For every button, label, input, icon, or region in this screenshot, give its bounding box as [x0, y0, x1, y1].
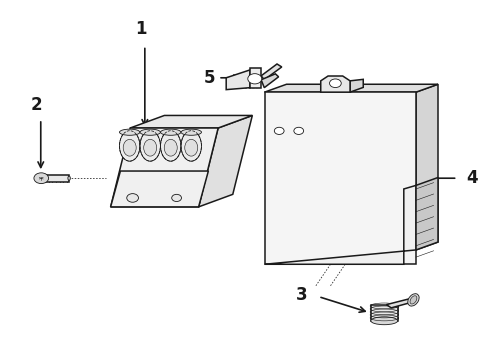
Polygon shape [261, 74, 279, 87]
Polygon shape [416, 177, 438, 250]
Polygon shape [321, 76, 350, 92]
Circle shape [274, 127, 284, 134]
Polygon shape [250, 68, 261, 87]
Ellipse shape [140, 129, 160, 135]
Circle shape [172, 194, 181, 202]
Circle shape [34, 173, 49, 184]
Polygon shape [265, 84, 438, 92]
Text: 1: 1 [135, 21, 147, 39]
Ellipse shape [68, 176, 71, 180]
Ellipse shape [120, 129, 140, 135]
Polygon shape [130, 116, 252, 128]
Polygon shape [350, 79, 363, 92]
Ellipse shape [120, 131, 140, 161]
Polygon shape [111, 128, 218, 207]
Ellipse shape [181, 131, 201, 161]
Polygon shape [387, 298, 415, 308]
Circle shape [294, 127, 304, 134]
Ellipse shape [144, 139, 157, 156]
Ellipse shape [161, 131, 181, 161]
Ellipse shape [164, 139, 177, 156]
Text: 2: 2 [30, 96, 42, 114]
Polygon shape [265, 92, 416, 264]
Text: 5: 5 [204, 69, 216, 87]
Polygon shape [371, 305, 398, 321]
Circle shape [330, 79, 341, 87]
Polygon shape [226, 70, 250, 90]
Polygon shape [42, 175, 69, 182]
Polygon shape [261, 64, 282, 80]
Ellipse shape [410, 296, 417, 304]
Text: 4: 4 [466, 169, 477, 187]
Polygon shape [265, 185, 416, 264]
Text: 3: 3 [296, 287, 308, 305]
Ellipse shape [181, 129, 201, 135]
Ellipse shape [140, 131, 160, 161]
Ellipse shape [185, 139, 198, 156]
Circle shape [248, 74, 262, 84]
Ellipse shape [161, 129, 181, 135]
Ellipse shape [123, 139, 136, 156]
Ellipse shape [408, 294, 419, 306]
Ellipse shape [371, 317, 398, 325]
Polygon shape [111, 171, 208, 207]
Polygon shape [416, 84, 438, 250]
Circle shape [127, 194, 139, 202]
Polygon shape [198, 116, 252, 207]
